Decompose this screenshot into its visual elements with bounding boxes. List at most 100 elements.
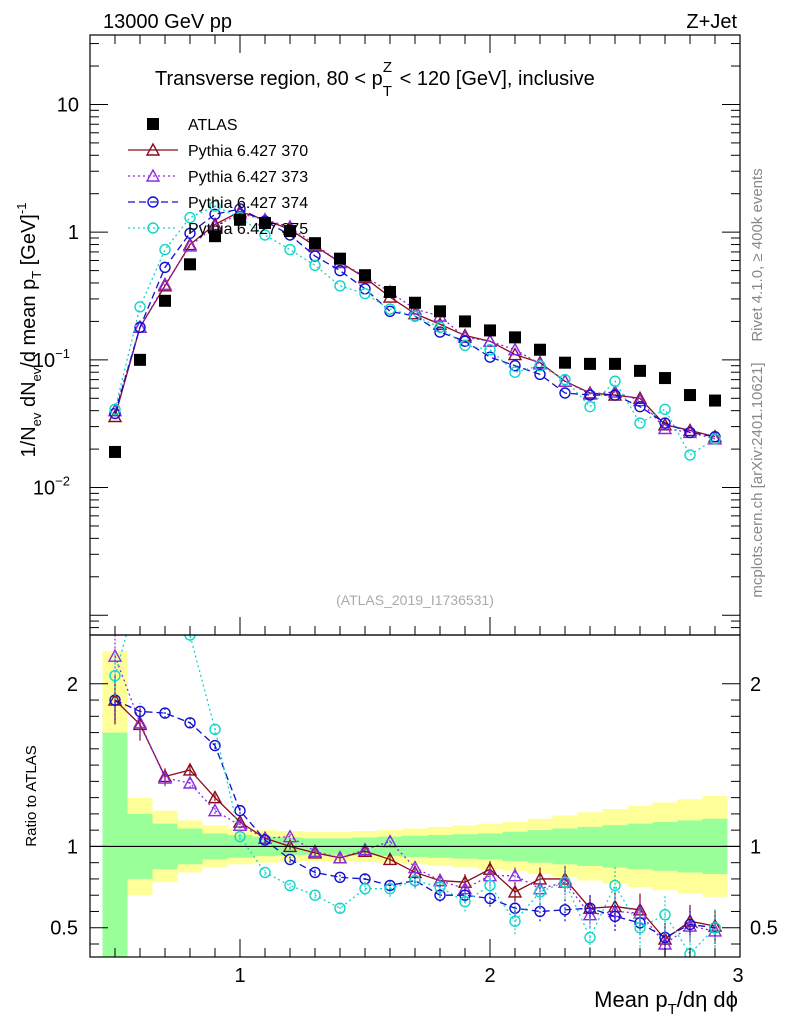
ratio-point-p375 — [609, 879, 621, 892]
ratio-point-p375 — [584, 931, 596, 944]
main-ytick-label: 10−2 — [33, 474, 70, 500]
series-point-p373 — [582, 386, 598, 400]
legend-symbol — [147, 118, 159, 130]
data-point-atlas — [484, 324, 496, 337]
data-point-atlas — [284, 225, 296, 238]
series-line-p375 — [114, 205, 716, 456]
ratio-point-p375 — [135, 581, 145, 591]
ratio-ytick-label-right: 0.5 — [750, 918, 778, 940]
data-point-atlas — [159, 294, 171, 307]
ratio-point-p373 — [357, 842, 373, 856]
series-point-p375 — [609, 375, 621, 387]
data-point-atlas — [234, 213, 246, 226]
series-point-p374 — [509, 359, 521, 372]
ratio-ytick-label-left: 1 — [67, 836, 78, 858]
legend-entry-atlas: ATLAS — [147, 117, 238, 134]
ratio-point-p374 — [434, 889, 446, 901]
legend-symbol — [128, 196, 178, 208]
legend-label: Pythia 6.427 373 — [188, 169, 308, 186]
ylabel-part2: dN — [18, 381, 40, 412]
legend-label: ATLAS — [188, 117, 238, 134]
series-point-p373 — [632, 393, 648, 407]
main-ytick-label: 10−1 — [33, 346, 70, 372]
band-green-bin — [102, 732, 128, 957]
ratio-point-p374 — [459, 889, 471, 901]
data-point-atlas — [359, 269, 371, 282]
data-point-atlas — [109, 445, 121, 458]
xlabel-part1: Mean p — [594, 987, 667, 1012]
legend-marker — [145, 142, 161, 156]
ratio-point-p374 — [184, 717, 196, 729]
ratio-point-p375 — [160, 597, 170, 607]
legend-marker — [147, 222, 159, 234]
title-sub: T — [383, 83, 392, 100]
ratio-point-p375 — [509, 915, 521, 927]
process-label: Z+Jet — [686, 11, 737, 33]
main-series-layer — [107, 200, 723, 461]
ratio-point-p375 — [384, 882, 396, 895]
ylabel-sub3: T — [29, 271, 44, 279]
ytick-base: 10 — [33, 478, 55, 500]
legend-label: Pythia 6.427 374 — [188, 195, 308, 212]
series-point-p374 — [334, 264, 346, 277]
ratio-series-layer — [107, 581, 723, 957]
series-point-p374 — [209, 208, 221, 220]
ratio-ytick-label-left: 0.5 — [50, 918, 78, 940]
ratio-point-p375 — [484, 879, 496, 892]
series-line-p370 — [114, 210, 716, 438]
ratio-point-p374 — [584, 902, 596, 914]
title-sup: Z — [383, 59, 392, 76]
ytick-base: 10 — [57, 94, 79, 116]
series-point-p375 — [584, 400, 596, 413]
data-point-atlas — [459, 315, 471, 328]
data-point-atlas — [684, 389, 696, 402]
series-point-p375 — [309, 259, 321, 272]
series-point-p374 — [609, 389, 621, 401]
series-point-p370 — [207, 216, 223, 231]
ratio-point-p374 — [609, 910, 621, 923]
ratio-point-p373 — [257, 830, 273, 844]
ratio-point-p375 — [259, 866, 271, 879]
ratio-point-p374 — [259, 834, 271, 846]
legend-entry-373: Pythia 6.427 373 — [128, 168, 308, 186]
ratio-point-p370 — [207, 790, 223, 804]
ratio-point-p373 — [507, 868, 523, 882]
data-point-atlas — [609, 357, 621, 370]
series-line-p374 — [114, 208, 716, 438]
series-point-p375 — [409, 310, 421, 322]
ratio-point-p375 — [234, 830, 246, 843]
series-point-p375 — [484, 344, 496, 356]
series-point-p373 — [557, 373, 573, 387]
series-point-p375 — [209, 200, 221, 212]
data-point-atlas — [259, 216, 271, 229]
data-point-atlas — [659, 372, 671, 385]
series-point-p375 — [334, 280, 346, 292]
plot-title: Transverse region, 80 < pTZ < 120 [GeV],… — [155, 59, 595, 100]
ratio-point-p374 — [334, 871, 346, 884]
series-point-p373 — [657, 421, 673, 435]
ratio-point-p374 — [284, 853, 296, 866]
rivet-label: Rivet 4.1.0, ≥ 400k events — [749, 168, 766, 341]
legend-symbol — [128, 222, 178, 234]
legend-marker — [145, 168, 161, 182]
ratio-point-p375 — [534, 886, 546, 898]
series-point-p375 — [359, 287, 371, 300]
title-tail: < 120 [GeV], inclusive — [394, 68, 595, 90]
ratio-point-p375 — [334, 902, 346, 914]
series-point-p375 — [459, 339, 471, 351]
ratio-point-p375 — [359, 882, 371, 895]
mcplots-label: mcplots.cern.ch [arXiv:2401.10621] — [749, 362, 766, 597]
analysis-id: (ATLAS_2019_I1736531) — [336, 592, 494, 608]
legend-symbol — [128, 168, 178, 182]
ratio-point-p375 — [284, 879, 296, 892]
ratio-line-p373 — [114, 655, 716, 945]
series-point-p375 — [259, 229, 271, 241]
axis-ticks — [90, 35, 740, 957]
xtick-label: 3 — [732, 965, 743, 987]
xtick-label: 2 — [484, 965, 495, 987]
series-point-p374 — [684, 426, 696, 439]
data-point-atlas — [534, 343, 546, 356]
series-point-p370 — [632, 390, 648, 404]
ratio-point-p373 — [607, 904, 623, 918]
